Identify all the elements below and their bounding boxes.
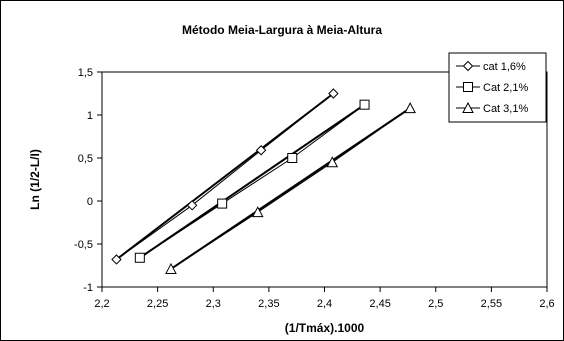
y-tick-label: -0,5 [74, 239, 93, 251]
x-tick-label: 2,5 [428, 298, 443, 310]
y-tick-label: 1 [87, 110, 93, 122]
data-point [287, 153, 298, 163]
legend-item: Cat 2,1% [456, 82, 528, 94]
series-line [116, 93, 334, 260]
x-tick-label: 2,55 [481, 298, 502, 310]
data-point [165, 262, 177, 274]
data-point [251, 206, 264, 218]
data-point [359, 99, 370, 110]
data-point [255, 145, 267, 156]
x-tick-label: 2,6 [539, 298, 554, 310]
data-point [404, 102, 416, 114]
legend-label: Cat 3,1% [483, 103, 528, 115]
trend-line [115, 92, 335, 261]
x-tick-label: 2,3 [206, 298, 221, 310]
data-point [111, 254, 122, 265]
y-tick-label: 0 [87, 196, 93, 208]
y-tick-label: -1 [83, 282, 93, 294]
data-point [326, 156, 339, 168]
legend: cat 1,6% Cat 2,1% Cat 3,1% [448, 52, 547, 123]
data-point [186, 200, 198, 211]
trend-line [170, 107, 411, 270]
x-axis-title: (1/Tmáx).1000 [285, 321, 365, 335]
trend-line [139, 103, 366, 259]
x-tick-label: 2,45 [369, 298, 390, 310]
x-tick-label: 2,2 [94, 298, 109, 310]
y-tick-label: 0,5 [78, 153, 93, 165]
data-point [328, 88, 339, 99]
series-3 [165, 102, 416, 274]
series-line [170, 107, 411, 270]
legend-marker [463, 82, 473, 92]
series-line [139, 104, 365, 259]
series-1 [111, 88, 339, 265]
data-point [217, 198, 228, 209]
x-tick-label: 2,35 [258, 298, 279, 310]
legend-item: Cat 3,1% [456, 101, 528, 115]
chart-title: Método Meia-Largura à Meia-Altura [182, 23, 382, 37]
x-tick-label: 2,4 [317, 298, 332, 310]
y-tick-label: 1,5 [78, 67, 93, 79]
legend-item: cat 1,6% [456, 60, 526, 73]
y-axis: 1,5 1 0,5 0 -0,5 -1 [74, 67, 102, 294]
legend-items: cat 1,6% Cat 2,1% Cat 3,1% [456, 60, 528, 115]
x-axis: 2,2 2,25 2,3 2,35 2,4 2,45 2,5 2,55 2,6 [94, 287, 555, 310]
x-tick-label: 2,25 [147, 298, 168, 310]
legend-label: cat 1,6% [483, 61, 526, 73]
legend-marker [462, 101, 474, 113]
data-point [134, 252, 145, 263]
legend-marker [462, 60, 474, 72]
series-layer [111, 88, 416, 274]
y-axis-title: Ln (1/2-L/I) [28, 149, 42, 210]
legend-label: Cat 2,1% [483, 82, 528, 94]
series-2 [134, 99, 370, 263]
